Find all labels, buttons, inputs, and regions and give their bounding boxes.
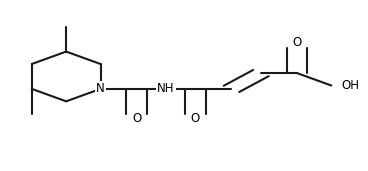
Text: OH: OH bbox=[341, 79, 359, 92]
Text: O: O bbox=[191, 112, 200, 125]
Text: N: N bbox=[96, 82, 105, 95]
Text: O: O bbox=[292, 36, 301, 49]
Text: NH: NH bbox=[157, 82, 175, 95]
Text: O: O bbox=[132, 112, 141, 125]
